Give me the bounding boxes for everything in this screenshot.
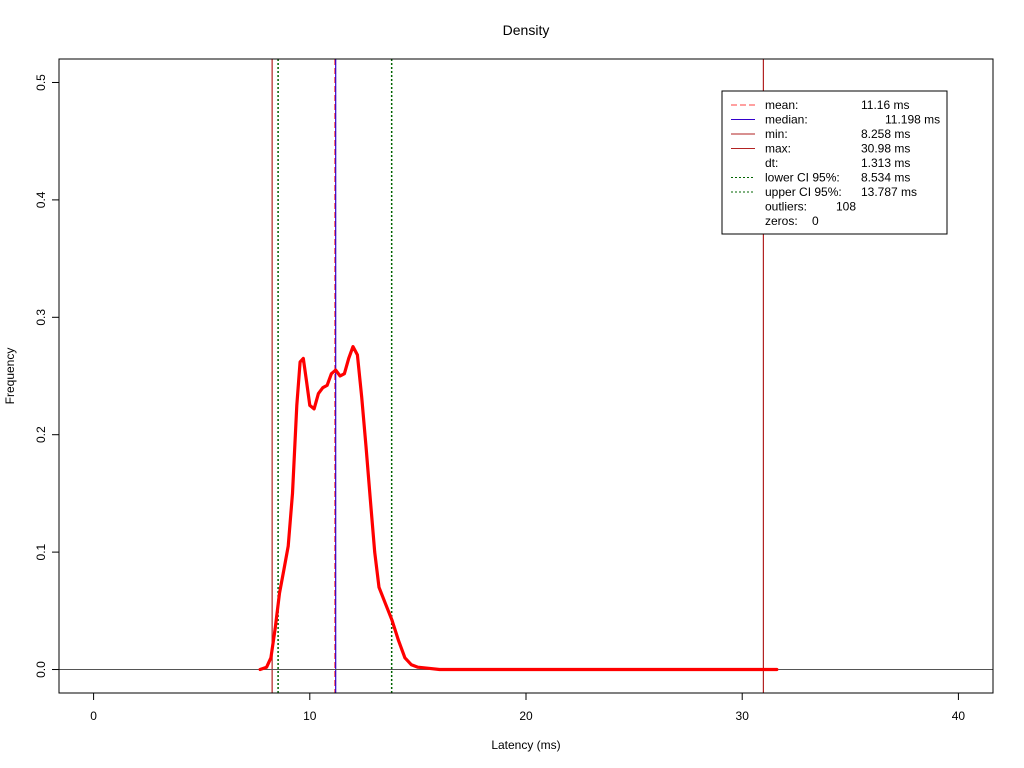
- legend-items: mean: 11.16 ms median: 11.198 ms min: 8.258 m…: [731, 98, 940, 228]
- y-tick-label-2: 0.2: [34, 426, 48, 443]
- y-tick-label-4: 0.4: [34, 191, 48, 208]
- legend-label-5: lower CI 95%:: [765, 171, 840, 185]
- legend-label-6: upper CI 95%:: [765, 185, 842, 199]
- legend-label-8: zeros:: [765, 214, 798, 228]
- legend-value-2: 8.258 ms: [861, 127, 910, 141]
- x-tick-label-0: 0: [90, 709, 97, 723]
- legend-value-7: 108: [836, 200, 856, 214]
- x-tick-label-3: 30: [736, 709, 750, 723]
- y-tick-label-1: 0.1: [34, 543, 48, 560]
- reference-lines: [271, 59, 764, 693]
- x-axis-title: Latency (ms): [491, 738, 560, 752]
- x-tick-label-1: 10: [303, 709, 317, 723]
- y-tick-label-5: 0.5: [34, 74, 48, 91]
- legend-value-0: 11.16 ms: [861, 98, 909, 112]
- legend-label-0: mean:: [765, 98, 798, 112]
- legend-label-4: dt:: [765, 156, 778, 170]
- x-tick-label-4: 40: [952, 709, 966, 723]
- legend-value-4: 1.313 ms: [861, 156, 910, 170]
- x-axis: 0 10 20 30 40: [90, 693, 965, 723]
- legend-box: [721, 90, 948, 235]
- series-group: [258, 345, 779, 672]
- x-tick-label-2: 20: [519, 709, 533, 723]
- legend: mean: 11.16 ms median: 11.198 ms min: 8.258 m…: [721, 90, 948, 235]
- y-axis-title: Frequency: [3, 348, 17, 405]
- legend-label-2: min:: [765, 127, 788, 141]
- legend-value-5: 8.534 ms: [861, 171, 910, 185]
- legend-value-1: 11.198 ms: [885, 113, 940, 127]
- density-curve-0: [258, 345, 779, 672]
- legend-label-3: max:: [765, 142, 791, 156]
- y-tick-label-0: 0.0: [34, 661, 48, 678]
- legend-label-7: outliers:: [765, 200, 807, 214]
- legend-value-6: 13.787 ms: [861, 185, 917, 199]
- chart-title: Density: [503, 22, 550, 38]
- y-axis: 0.0 0.1 0.2 0.3 0.4 0.5: [34, 74, 59, 678]
- legend-value-3: 30.98 ms: [861, 142, 910, 156]
- y-tick-label-3: 0.3: [34, 309, 48, 326]
- legend-label-1: median:: [765, 113, 808, 127]
- legend-value-8: 0: [812, 214, 819, 228]
